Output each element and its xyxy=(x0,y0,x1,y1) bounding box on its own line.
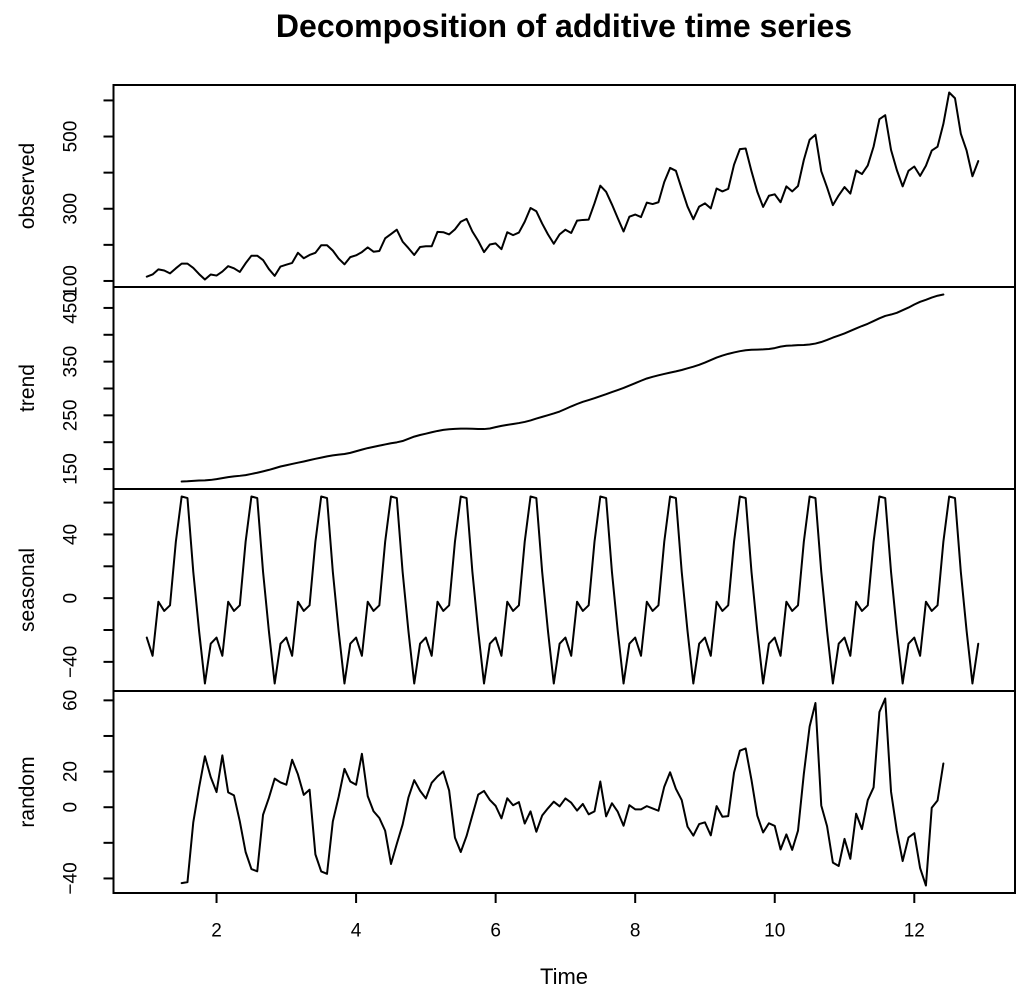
y-tick-label: 500 xyxy=(61,121,82,153)
observed-series xyxy=(145,91,980,281)
random-frame xyxy=(112,690,1016,894)
y-tick-label: 300 xyxy=(61,193,82,225)
panel-random: −40 0 20 60 xyxy=(61,690,1016,895)
y-tick-label: −40 xyxy=(61,646,82,678)
trend-series xyxy=(180,293,945,483)
x-tick-label: 12 xyxy=(904,921,925,942)
seasonal-series xyxy=(145,495,980,685)
y-tick-label: 60 xyxy=(61,690,82,711)
x-tick-label: 10 xyxy=(764,921,785,942)
x-tick-label: 2 xyxy=(211,921,222,942)
x-axis: 2 4 6 8 10 12 xyxy=(211,893,925,942)
y-tick-label: −40 xyxy=(61,862,82,894)
random-series xyxy=(180,697,945,887)
y-tick-label: 250 xyxy=(61,399,82,431)
x-tick-label: 8 xyxy=(630,921,641,942)
x-axis-title: Time xyxy=(539,964,589,989)
x-tick-label: 4 xyxy=(351,921,362,942)
x-tick-label: 6 xyxy=(490,921,501,942)
y-tick-label: 100 xyxy=(61,265,82,297)
panel-seasonal: −40 0 40 xyxy=(61,488,1016,692)
y-tick-label: 350 xyxy=(61,346,82,378)
panel-observed: 100 300 500 xyxy=(61,84,1016,297)
panel-trend: 150 250 350 450 xyxy=(61,286,1016,490)
y-tick-label: 450 xyxy=(61,292,82,324)
chart-title: Decomposition of additive time series xyxy=(275,8,853,44)
y-tick-label: 150 xyxy=(61,453,82,485)
y-tick-label: 40 xyxy=(61,524,82,545)
observed-frame xyxy=(112,84,1016,288)
y-tick-label: 0 xyxy=(61,802,82,813)
y-tick-label: 20 xyxy=(61,761,82,782)
y-tick-label: 0 xyxy=(61,593,82,604)
